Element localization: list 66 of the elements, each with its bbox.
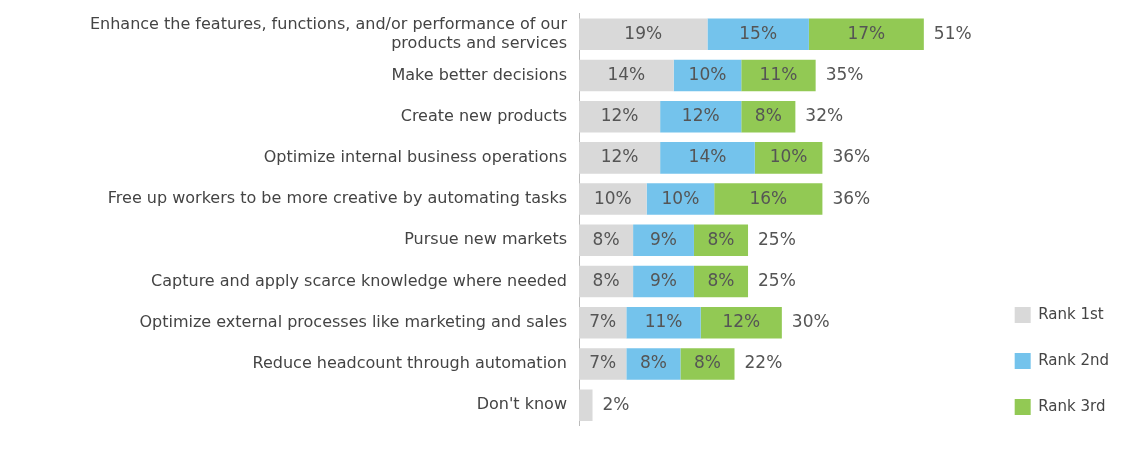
bar	[707, 18, 809, 50]
bar	[579, 348, 627, 380]
data-label: 7%	[589, 352, 617, 373]
legend-label: Rank 1st	[1038, 304, 1104, 323]
data-label: 12%	[681, 105, 720, 126]
total-label: 22%	[744, 352, 783, 373]
bar	[680, 348, 735, 380]
data-label: 12%	[722, 311, 761, 332]
bar	[579, 142, 661, 174]
legend-label: Rank 3rd	[1038, 396, 1106, 415]
bar	[626, 306, 701, 339]
data-label: 15%	[739, 22, 778, 43]
bar	[660, 142, 755, 174]
y-tick-label: Optimize external processes like marketing and sales	[139, 311, 567, 331]
data-label: 9%	[650, 228, 678, 249]
bar	[808, 18, 924, 50]
total-label: 35%	[825, 63, 864, 84]
y-tick-label: Create new products	[400, 105, 567, 125]
bar	[700, 306, 782, 339]
data-label: 10%	[661, 187, 700, 208]
y-tick-label: Optimize internal business operations	[263, 147, 567, 167]
data-label: 19%	[624, 22, 663, 43]
total-label: 36%	[832, 187, 871, 208]
data-label: 16%	[749, 187, 788, 208]
total-label: 36%	[832, 146, 871, 167]
y-tick-label: Free up workers to be more creative by automating tasks	[107, 188, 567, 208]
data-label: 8%	[592, 269, 620, 290]
data-label: 14%	[607, 63, 646, 84]
bar	[741, 59, 816, 92]
bar	[579, 59, 674, 92]
total-label: 25%	[758, 269, 796, 290]
data-label: 8%	[693, 352, 721, 373]
data-label: 14%	[688, 146, 727, 167]
total-label: 2%	[602, 393, 630, 414]
data-label: 11%	[644, 311, 683, 332]
y-tick-label: Make better decisions	[391, 64, 567, 84]
data-label: 10%	[593, 187, 632, 208]
legend-label: Rank 2nd	[1038, 350, 1110, 369]
data-label: 12%	[600, 105, 639, 126]
y-tick-label: Pursue new markets	[404, 229, 567, 249]
y-tick-label: Don't know	[476, 394, 567, 414]
data-label: 8%	[707, 228, 735, 249]
total-label: 30%	[791, 311, 830, 332]
bar	[714, 183, 823, 215]
bar	[579, 183, 647, 215]
total-label: 32%	[805, 105, 844, 126]
data-label: 10%	[769, 146, 808, 167]
y-tick-label: Capture and apply scarce knowledge where needed	[151, 270, 567, 290]
data-label: 12%	[600, 146, 639, 167]
y-tick-label: Enhance the features, functions, and/or performance of our products and services	[89, 13, 568, 52]
bar	[579, 306, 627, 339]
data-label: 9%	[650, 269, 678, 290]
total-label: 25%	[758, 228, 796, 249]
data-label: 7%	[589, 311, 617, 332]
data-label: 11%	[759, 63, 798, 84]
total-label: 51%	[933, 22, 972, 43]
data-label: 8%	[639, 352, 667, 373]
data-label: 8%	[754, 105, 782, 126]
bar	[579, 389, 593, 421]
data-label: 8%	[707, 269, 735, 290]
data-label: 17%	[847, 22, 886, 43]
bar	[579, 18, 708, 50]
data-label: 10%	[688, 63, 727, 84]
data-label: 8%	[592, 228, 620, 249]
bar	[626, 348, 681, 380]
y-tick-label: Reduce headcount through automation	[252, 353, 567, 373]
